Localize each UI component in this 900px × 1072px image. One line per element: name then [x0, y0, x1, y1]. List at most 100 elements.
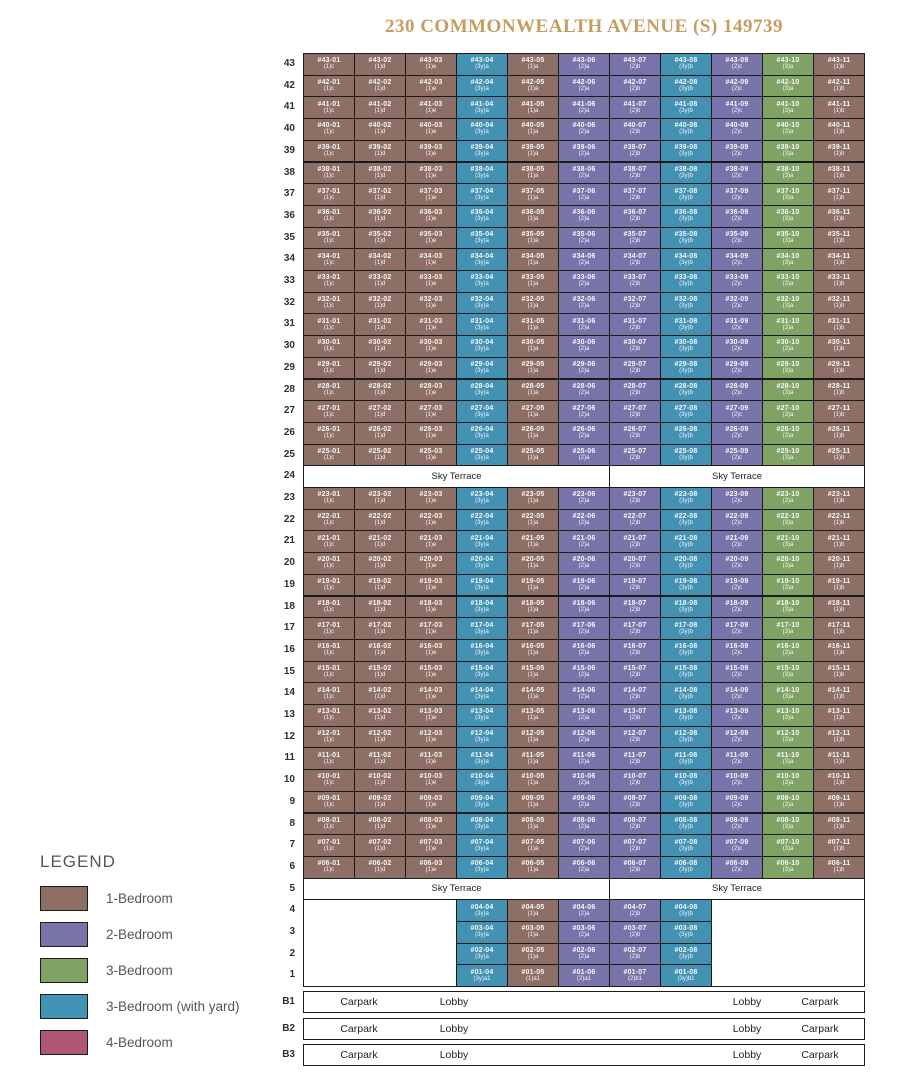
- unit-cell: #31-11 (1)b: [813, 313, 865, 337]
- unit-number: #42-11: [827, 79, 851, 87]
- unit-type: (1)a1: [525, 975, 540, 982]
- unit-number: #34-10: [776, 252, 800, 260]
- unit-cell: #40-01 (1)c: [303, 118, 355, 141]
- unit-number: #26-03: [419, 426, 443, 434]
- unit-number: #37-05: [521, 187, 545, 195]
- unit-cell: #33-04 (3y)a: [456, 270, 508, 293]
- unit-cell: #40-02 (1)d: [354, 118, 406, 141]
- unit-cell: #13-11 (1)b: [813, 704, 865, 727]
- unit-cell: #25-01 (1)c: [303, 443, 355, 467]
- unit-cell: #28-02 (1)d: [354, 378, 406, 402]
- unit-type: (3)a: [782, 281, 794, 288]
- unit-cell: #11-02 (1)d: [354, 747, 406, 771]
- unit-type: (2)a: [578, 303, 590, 310]
- basement-label: Lobby: [439, 1022, 469, 1035]
- unit-cell: #12-09 (2)c: [711, 725, 763, 749]
- unit-type: (3y)a: [475, 823, 489, 830]
- unit-type: (3y)b: [679, 845, 693, 852]
- unit-type: (3y)b: [679, 780, 693, 787]
- unit-cell: #22-08 (3y)b: [660, 508, 712, 532]
- unit-type: (3y)a: [475, 758, 489, 765]
- unit-type: (1)c: [323, 845, 335, 852]
- unit-cell: #41-04 (3y)a: [456, 96, 508, 120]
- unit-number: #22-06: [572, 513, 596, 521]
- unit-number: #33-10: [776, 274, 800, 282]
- unit-cell: #14-01 (1)c: [303, 682, 355, 705]
- unit-number: #08-09: [725, 816, 749, 824]
- unit-cell: #13-02 (1)d: [354, 704, 406, 727]
- unit-number: #40-10: [776, 122, 800, 130]
- unit-cell: #15-03 (1)e: [405, 660, 457, 684]
- unit-cell: #16-07 (2)b: [609, 638, 661, 662]
- unit-cell: #08-11 (1)b: [813, 812, 865, 836]
- unit-cell: #32-07 (2)b: [609, 291, 661, 315]
- unit-type: (1)a: [527, 281, 539, 288]
- unit-cell: #03-08 (3y)b: [660, 921, 712, 944]
- unit-number: #16-09: [725, 643, 749, 651]
- unit-number: #28-11: [827, 382, 851, 390]
- unit-number: #21-02: [368, 534, 392, 542]
- unit-type: (2)a: [578, 910, 590, 917]
- unit-cell: #20-02 (1)d: [354, 552, 406, 575]
- unit-cell: #38-06 (2)a: [558, 161, 610, 185]
- unit-number: #20-08: [674, 556, 698, 564]
- legend-swatch: [40, 994, 88, 1019]
- unit-type: (3y)a: [475, 64, 489, 71]
- unit-cell: #07-10 (3)a: [762, 834, 814, 857]
- unit-number: #20-03: [419, 556, 443, 564]
- unit-cell: #43-03 (1)e: [405, 53, 457, 76]
- unit-cell: #17-11 (1)b: [813, 617, 865, 640]
- unit-cell: #22-09 (2)c: [711, 508, 763, 532]
- unit-type: (1)c: [323, 520, 335, 527]
- unit-number: #31-11: [827, 317, 851, 325]
- unit-type: (2)b: [629, 823, 641, 830]
- unit-cell: #31-10 (3)a: [762, 313, 814, 337]
- unit-number: #29-08: [674, 361, 698, 369]
- unit-number: #33-11: [827, 274, 851, 282]
- unit-type: (1)a: [527, 303, 539, 310]
- unit-cell: #07-02 (1)d: [354, 834, 406, 857]
- unit-number: #13-07: [623, 708, 647, 716]
- unit-cell: #16-04 (3y)a: [456, 638, 508, 662]
- unit-type: (2)c: [731, 303, 743, 310]
- unit-cell: #02-05 (1)a: [507, 942, 559, 966]
- unit-number: #02-06: [572, 947, 596, 955]
- unit-cell: #41-11 (1)b: [813, 96, 865, 120]
- unit-number: #19-02: [368, 578, 392, 586]
- unit-type: (1)b: [833, 151, 845, 158]
- unit-number: #35-05: [521, 230, 545, 238]
- unit-number: #06-11: [827, 860, 851, 868]
- unit-type: (1)d: [374, 454, 386, 461]
- unit-number: #08-01: [317, 816, 341, 824]
- unit-type: (2)b: [629, 715, 641, 722]
- unit-cell: #28-09 (2)c: [711, 378, 763, 402]
- unit-type: (3y)b: [679, 671, 693, 678]
- unit-cell: #18-08 (3y)b: [660, 595, 712, 619]
- unit-type: (3y)b: [679, 498, 693, 505]
- unit-type: (1)d: [374, 411, 386, 418]
- unit-cell: #12-11 (1)b: [813, 725, 865, 749]
- unit-type: (3y)b: [679, 606, 693, 613]
- unit-type: (3y)b: [679, 433, 693, 440]
- unit-number: #09-07: [623, 795, 647, 803]
- unit-type: (3y)b: [679, 585, 693, 592]
- unit-type: (2)b: [629, 129, 641, 136]
- unit-cell: #15-08 (3y)b: [660, 660, 712, 684]
- unit-cell: #38-09 (2)c: [711, 161, 763, 185]
- unit-type: (3)a: [782, 693, 794, 700]
- unit-type: (3y)a: [475, 259, 489, 266]
- unit-type: (3y)b: [679, 910, 693, 917]
- unit-cell: #36-04 (3y)a: [456, 204, 508, 228]
- unit-type: (2)b: [629, 389, 641, 396]
- unit-cell: #43-04 (3y)a: [456, 53, 508, 76]
- unit-number: #23-11: [827, 491, 851, 499]
- unit-number: #01-08: [674, 968, 698, 976]
- unit-number: #01-07: [623, 968, 647, 976]
- unit-number: #41-06: [572, 100, 596, 108]
- unit-type: (1)c: [323, 867, 335, 874]
- unit-cell: #23-05 (1)a: [507, 487, 559, 510]
- unit-number: #21-05: [521, 534, 545, 542]
- unit-type: (3y)a: [475, 411, 489, 418]
- unit-number: #38-10: [776, 165, 800, 173]
- unit-type: (2)c: [731, 650, 743, 657]
